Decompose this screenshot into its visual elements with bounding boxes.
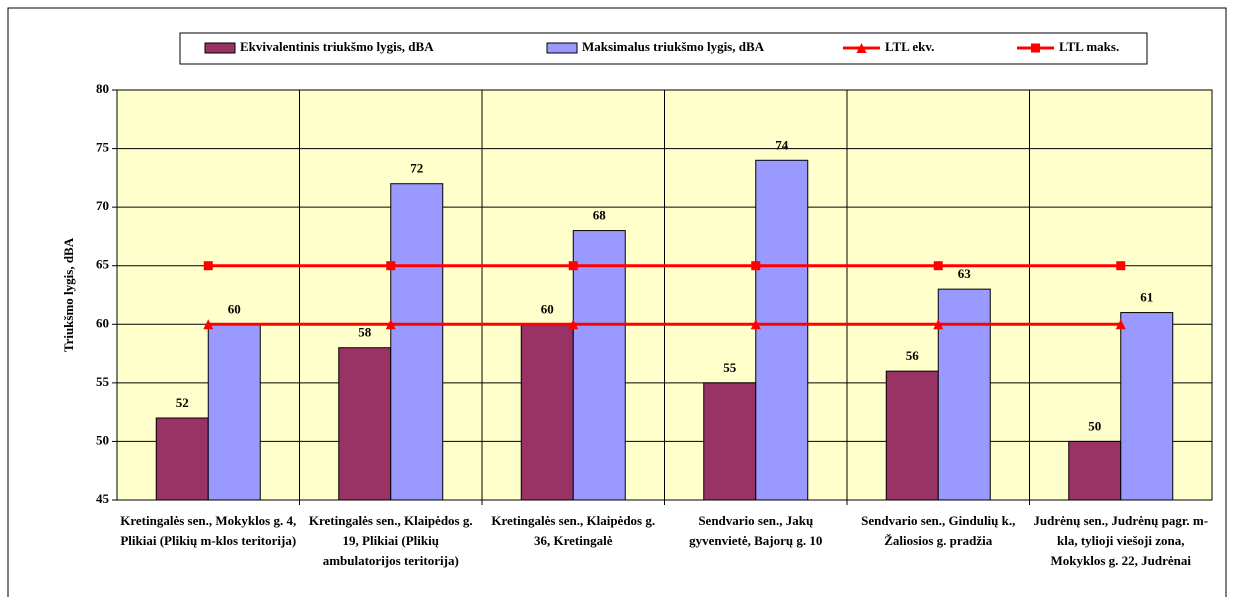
legend-marker — [1031, 43, 1040, 53]
value-label: 60 — [541, 301, 554, 316]
line-marker — [385, 319, 396, 330]
value-label: 58 — [358, 325, 372, 340]
bar — [703, 382, 757, 501]
legend-label: Maksimalus triukšmo lygis, dBA — [582, 39, 765, 54]
line-marker — [203, 319, 214, 330]
x-tick-label: Sendvario sen., Gindulių k., Žaliosios g… — [861, 513, 1016, 548]
line-marker — [750, 319, 761, 330]
bar — [937, 288, 991, 501]
bar — [572, 230, 626, 501]
line-marker — [386, 261, 396, 271]
bar — [885, 370, 939, 501]
y-tick-label: 60 — [96, 315, 109, 330]
line-marker — [751, 261, 761, 271]
line-marker — [933, 319, 944, 330]
legend-label: LTL ekv. — [885, 39, 934, 54]
y-tick-label: 45 — [96, 491, 110, 506]
legend-swatch — [204, 42, 236, 54]
x-tick-label: Kretingalės sen., Klaipėdos g. 19, Pliki… — [308, 513, 473, 568]
y-tick-label: 70 — [96, 198, 109, 213]
y-tick-label: 65 — [96, 257, 110, 272]
line-marker — [1116, 261, 1126, 271]
legend-box — [179, 32, 1148, 65]
bar — [520, 323, 574, 501]
chart-border — [7, 7, 1227, 597]
value-label: 74 — [775, 137, 789, 152]
value-label: 60 — [228, 301, 241, 316]
y-axis-title: Triukšmo lygis, dBA — [61, 237, 76, 352]
bar — [390, 183, 444, 501]
value-label: 55 — [723, 360, 737, 375]
x-tick-label: Judrėnų sen., Judrėnų pagr. m-kla, tylio… — [1033, 513, 1209, 568]
x-tick-label: Kretingalės sen., Klaipėdos g. 36, Kreti… — [491, 513, 656, 548]
x-tick-label: Kretingalės sen., Mokyklos g. 4, Plikiai… — [120, 513, 297, 548]
bar — [338, 347, 392, 501]
bar — [207, 323, 261, 501]
line-marker — [1115, 319, 1126, 330]
value-label: 72 — [410, 161, 423, 176]
bar — [1068, 440, 1122, 501]
line-marker — [568, 261, 578, 271]
y-tick-label: 50 — [96, 432, 109, 447]
bar — [755, 159, 809, 501]
bar — [1120, 312, 1174, 501]
value-label: 50 — [1088, 418, 1101, 433]
value-label: 52 — [176, 395, 189, 410]
value-label: 56 — [906, 348, 920, 363]
value-label: 63 — [958, 266, 972, 281]
value-label: 61 — [1140, 290, 1153, 305]
line-marker — [933, 261, 943, 271]
legend-marker — [856, 43, 867, 53]
legend-swatch — [546, 42, 578, 54]
y-tick-label: 55 — [96, 374, 110, 389]
x-tick-label: Sendvario sen., Jakų gyvenvietė, Bajorų … — [689, 513, 823, 548]
value-label: 68 — [593, 208, 607, 223]
legend-label: LTL maks. — [1059, 39, 1119, 54]
bar — [155, 417, 209, 501]
line-marker — [568, 319, 579, 330]
y-tick-label: 80 — [96, 81, 109, 96]
line-marker — [203, 261, 213, 271]
y-tick-label: 75 — [96, 140, 110, 155]
legend-label: Ekvivalentinis triukšmo lygis, dBA — [240, 39, 434, 54]
